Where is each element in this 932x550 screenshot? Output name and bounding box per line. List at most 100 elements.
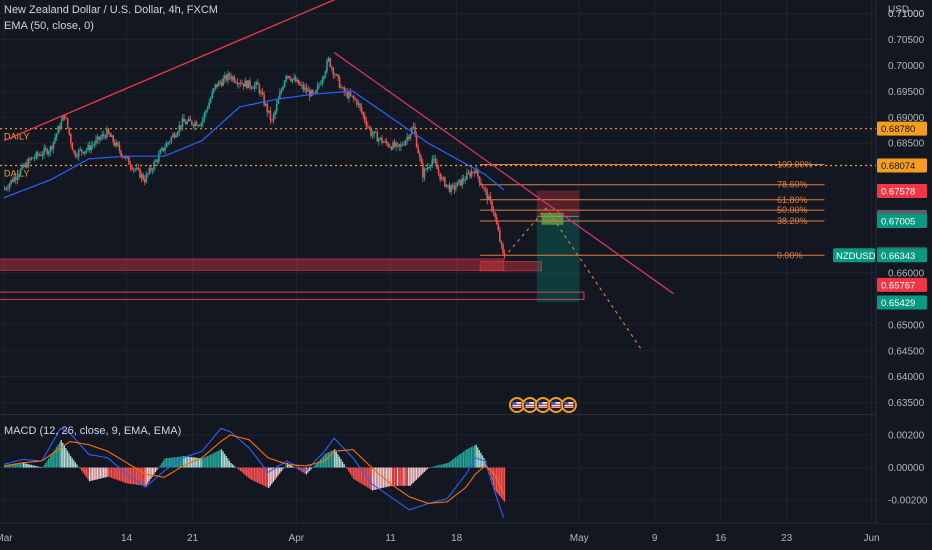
price-tick-label: 0.69000 <box>888 113 925 124</box>
candle-body <box>484 188 487 191</box>
event-flag-icon[interactable] <box>521 397 538 413</box>
candle-body <box>145 174 148 183</box>
macd-histogram-bar <box>137 467 139 485</box>
candle-body <box>250 86 253 89</box>
fib-level-label: 0.00% <box>777 250 803 260</box>
candle-body <box>241 83 243 85</box>
price-axis[interactable]: 0.71000 0.70500 0.70000 0.69500 0.69000 0.685… <box>833 0 932 523</box>
candle-body <box>33 157 36 159</box>
candle-body <box>49 146 52 152</box>
macd-histogram-bar <box>70 456 72 468</box>
time-tick-label: 11 <box>385 533 396 544</box>
time-axis[interactable]: Mar 14 21 Apr 11 18 May 9 16 23 Jun <box>0 533 880 544</box>
macd-histogram-bar <box>131 467 133 485</box>
candle-body <box>139 168 141 178</box>
macd-histogram-bar <box>246 467 248 477</box>
macd-histogram-bar <box>11 464 14 468</box>
macd-histogram-bar <box>352 467 355 479</box>
event-flag-icon[interactable] <box>534 397 551 413</box>
price-tag-label: 0.68074 <box>881 161 915 172</box>
macd-histogram-bar <box>440 464 443 468</box>
macd-histogram-bar <box>472 446 474 468</box>
candle-body <box>264 103 267 105</box>
macd-histogram-bar <box>153 467 155 475</box>
macd-histogram-bar <box>43 465 45 468</box>
macd-histogram-bar <box>464 450 466 468</box>
candle-body <box>340 87 342 89</box>
macd-histogram-bar <box>13 464 15 468</box>
candle-body <box>35 152 38 158</box>
daily-level-label: DAILY <box>4 132 29 142</box>
candle-body <box>319 83 322 85</box>
macd-histogram-bar <box>371 467 374 491</box>
macd-histogram-bar <box>62 442 64 468</box>
macd-histogram-bar <box>236 467 238 469</box>
event-flag-icon[interactable] <box>508 397 525 413</box>
candle-body <box>156 160 159 162</box>
candle-body <box>178 125 181 133</box>
candle-body <box>70 134 72 143</box>
candle-body <box>379 137 382 139</box>
macd-histogram-bar <box>230 462 232 468</box>
symbol-tag <box>833 248 875 263</box>
candle-body <box>252 88 254 89</box>
macd-histogram-bar <box>494 467 496 491</box>
macd-histogram-bar <box>401 467 403 486</box>
macd-histogram-bar <box>219 450 221 468</box>
candle-body <box>494 212 496 218</box>
candle-body <box>164 147 166 151</box>
candle-body <box>312 90 314 93</box>
event-flag-icon[interactable] <box>547 397 564 413</box>
flag-stripe <box>512 406 522 408</box>
macd-histogram-bar <box>280 467 282 472</box>
trendlines-layer[interactable] <box>3 0 674 295</box>
fibonacci-retracement[interactable]: 100.00% 78.60% 61.80%50.00%38.20% 0.00% <box>480 159 825 260</box>
macd-histogram-bar <box>250 467 253 480</box>
macd-histogram-bar <box>365 467 367 487</box>
macd-histogram-bar <box>412 467 414 483</box>
macd-histogram-bar <box>103 467 105 478</box>
candle-body <box>38 154 41 156</box>
macd-histogram-bar <box>263 467 265 486</box>
candle-body <box>404 140 407 145</box>
macd-histogram-bar <box>285 465 287 468</box>
economic-events[interactable] <box>508 397 577 413</box>
macd-histogram-bar <box>95 467 97 480</box>
macd-histogram-bar <box>329 451 331 468</box>
event-flag-icon[interactable] <box>560 397 577 413</box>
macd-histogram-bar <box>158 467 160 469</box>
macd-histogram-bar <box>502 467 504 500</box>
candle-body <box>54 137 56 142</box>
time-tick-label: 14 <box>121 533 133 544</box>
candle-body <box>92 144 94 146</box>
candle-body <box>455 186 457 190</box>
macd-histogram-bar <box>142 467 144 486</box>
macd-histogram-bar <box>387 467 389 487</box>
candle-body <box>492 210 495 213</box>
price-tag-label: 0.65429 <box>881 298 915 309</box>
candle-body <box>112 135 115 143</box>
macd-histogram-bar <box>330 450 333 468</box>
position-tool[interactable] <box>536 190 580 303</box>
candle-body <box>222 78 225 86</box>
candle-body <box>429 165 432 167</box>
macd-histogram-bar <box>450 460 452 468</box>
macd-histogram-bar <box>269 467 271 487</box>
candle-body <box>337 74 339 78</box>
candle-body <box>401 144 404 146</box>
candle-body <box>302 84 305 90</box>
candle-body <box>354 98 357 100</box>
candle-body <box>131 167 133 170</box>
macd-histogram-bar <box>426 467 429 470</box>
candle-body <box>258 84 261 94</box>
candle-body <box>126 156 129 158</box>
macd-histogram-bar <box>340 459 342 468</box>
macd-histogram-bar <box>181 456 183 468</box>
candle-body <box>370 128 372 136</box>
macd-line <box>3 427 505 519</box>
macd-histogram-bar <box>151 467 154 477</box>
macd-histogram-bar <box>194 457 196 468</box>
macd-histogram-bar <box>154 467 157 473</box>
candle-body <box>448 184 451 192</box>
